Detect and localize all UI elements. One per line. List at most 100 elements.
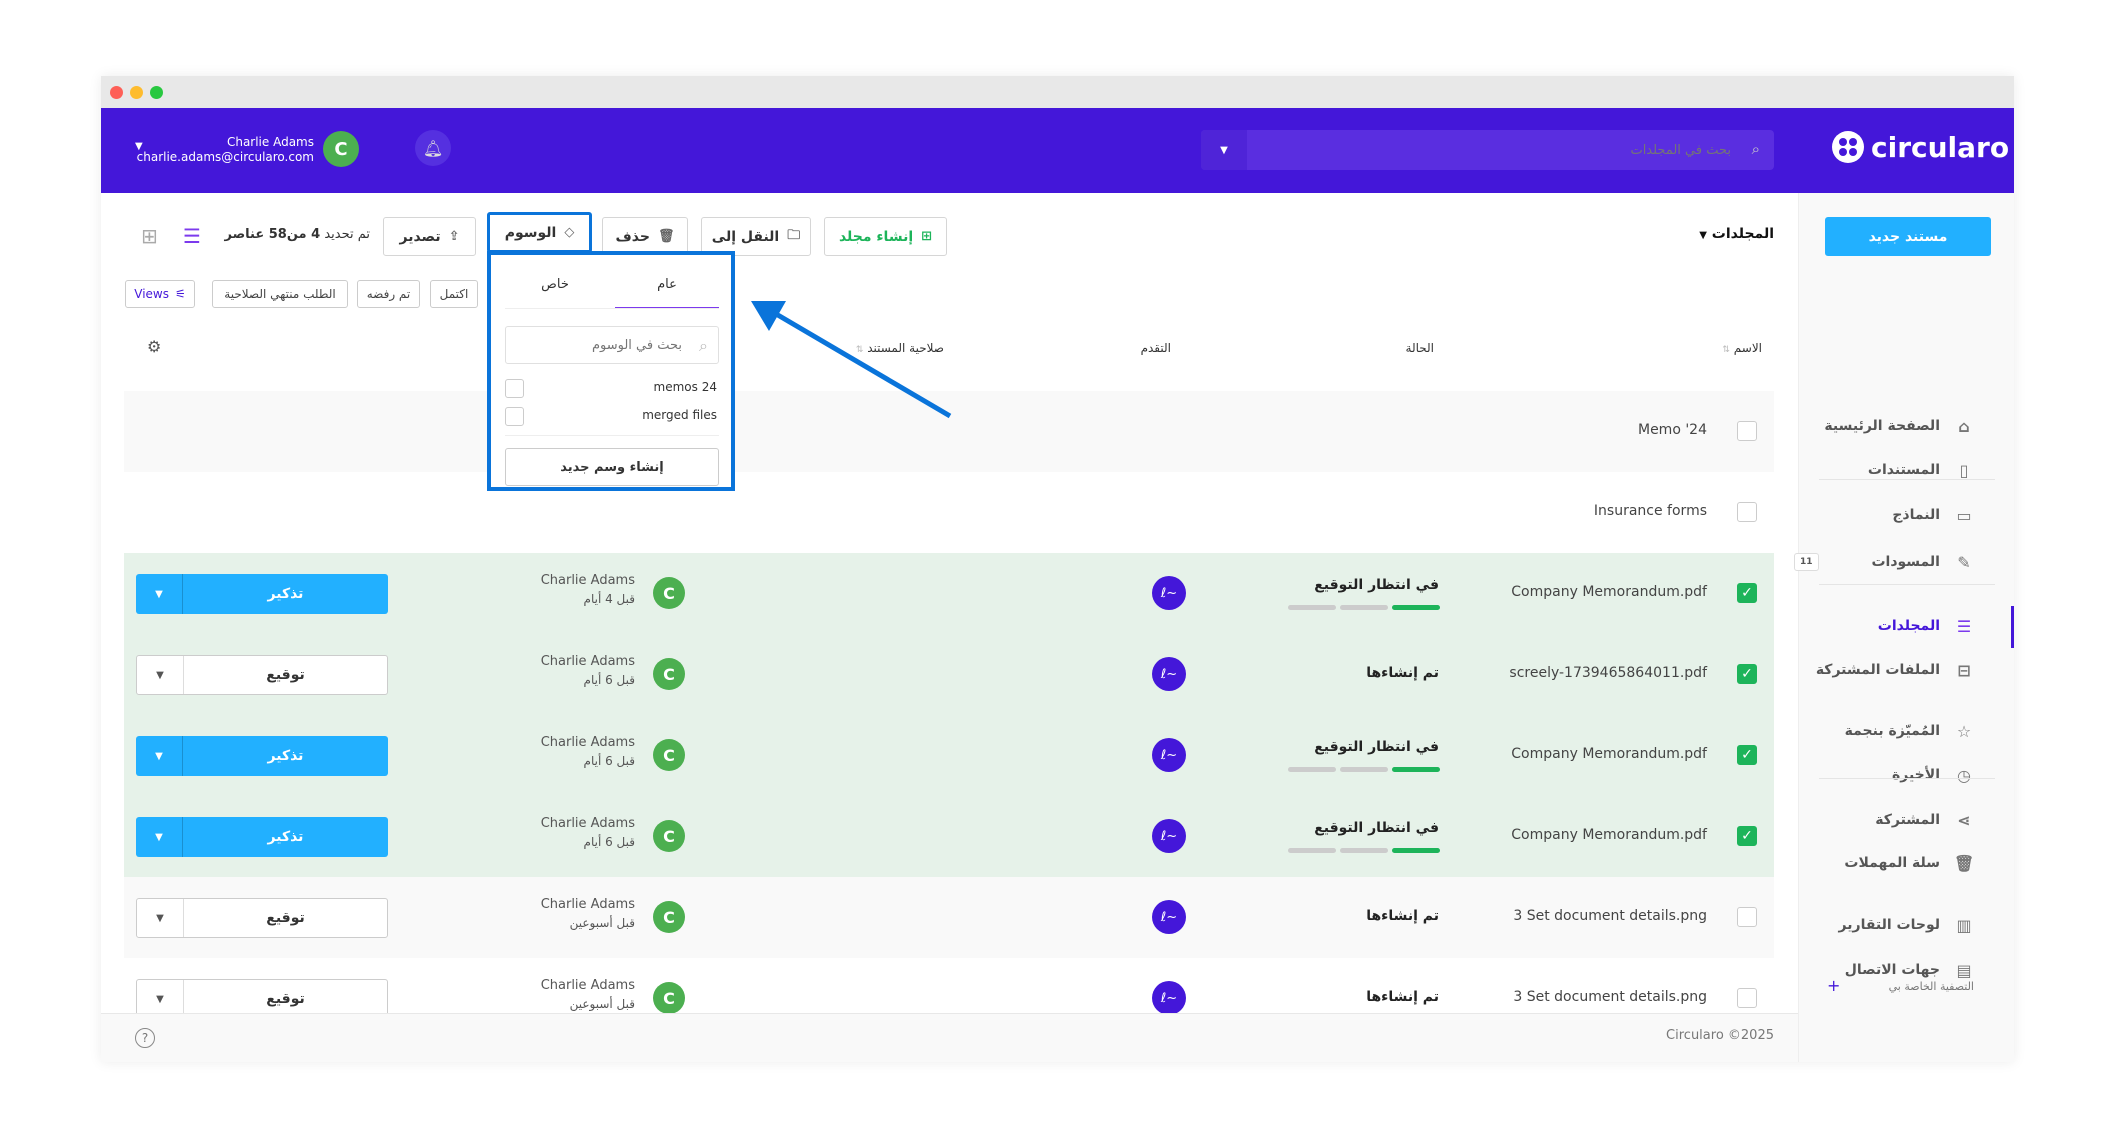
move-to-button[interactable]: 🗀 النقل إلى	[701, 217, 811, 256]
list-view-icon[interactable]: ☰	[183, 224, 201, 248]
column-expiry[interactable]: صلاحية المستند ⇅	[856, 341, 944, 355]
row-action-button[interactable]: ▼ تذكير	[136, 817, 388, 857]
tag-checkbox[interactable]	[505, 407, 524, 426]
row-action-button[interactable]: ▼ توقيع	[136, 979, 388, 1019]
sort-icon[interactable]: ⇅	[1722, 345, 1730, 355]
user-avatar[interactable]: C	[323, 131, 359, 167]
signature-icon[interactable]: ℓ~	[1152, 657, 1186, 691]
tab-public[interactable]: عام	[657, 277, 677, 292]
search-scope-dropdown[interactable]: ▼	[1201, 130, 1247, 170]
row-checkbox[interactable]: ✓	[1737, 583, 1757, 603]
delete-button[interactable]: 🗑︎ حذف	[602, 217, 688, 256]
action-label[interactable]: تذكير	[267, 586, 304, 602]
column-settings-gear-icon[interactable]: ⚙	[147, 337, 162, 356]
filter-completed[interactable]: اكتمل	[430, 280, 478, 308]
folder-name[interactable]: Memo '24	[1637, 422, 1707, 438]
signature-icon[interactable]: ℓ~	[1152, 819, 1186, 853]
tag-item[interactable]: memos 24	[653, 380, 717, 394]
tab-private[interactable]: خاص	[541, 277, 569, 292]
sidebar-item-11[interactable]: جهات الاتصال ▤	[1804, 955, 1974, 985]
user-menu-chevron-icon[interactable]: ▼	[135, 141, 143, 152]
action-dropdown-chevron-icon[interactable]: ▼	[136, 574, 183, 614]
sidebar-item-4[interactable]: المجلدات ☰	[1804, 611, 1974, 641]
search-box[interactable]: ▼ ⌕	[1201, 130, 1774, 170]
sidebar-item-1[interactable]: المستندات ▯	[1804, 455, 1974, 485]
row-action-button[interactable]: ▼ تذكير	[136, 574, 388, 614]
views-button[interactable]: Views ⚟	[125, 280, 195, 308]
action-label[interactable]: توقيع	[266, 991, 305, 1007]
row-checkbox[interactable]: ✓	[1737, 745, 1757, 765]
table-row[interactable]: ✓ Company Memorandum.pdf في انتظار التوق…	[124, 796, 1774, 877]
minimize-window-button[interactable]	[130, 86, 143, 99]
row-checkbox[interactable]	[1737, 988, 1757, 1008]
tag-search-input[interactable]	[512, 327, 682, 363]
sidebar-item-7[interactable]: الأخيرة ◷	[1804, 760, 1974, 790]
sidebar-item-2[interactable]: النماذج ▭	[1804, 500, 1974, 530]
column-name[interactable]: الاسم ⇅	[1722, 341, 1762, 355]
sidebar-item-10[interactable]: لوحات التقارير ▥	[1804, 910, 1974, 940]
sidebar-item-6[interactable]: المُميّزة بنجمة ☆	[1804, 716, 1974, 746]
breadcrumb[interactable]: المجلدات ▼	[1699, 226, 1774, 242]
user-avatar: C	[653, 739, 685, 771]
sort-icon[interactable]: ⇅	[855, 345, 864, 355]
bell-icon[interactable]: 🔔︎	[415, 130, 451, 166]
tag-search-box[interactable]: ⌕	[505, 326, 719, 364]
filter-expired[interactable]: الطلب منتهي الصلاحية	[212, 280, 348, 308]
row-action-button[interactable]: ▼ تذكير	[136, 736, 388, 776]
action-dropdown-chevron-icon[interactable]: ▼	[137, 980, 184, 1018]
folder-name[interactable]: Insurance forms	[1593, 503, 1707, 519]
document-name[interactable]: Company Memorandum.pdf	[1511, 584, 1707, 600]
action-label[interactable]: توقيع	[266, 667, 305, 683]
document-name[interactable]: Company Memorandum.pdf	[1511, 827, 1707, 843]
tags-button[interactable]: ◇ الوسوم	[487, 212, 592, 253]
signature-icon[interactable]: ℓ~	[1152, 981, 1186, 1015]
new-document-button[interactable]: مستند جديد	[1825, 217, 1991, 256]
folder-row[interactable]: Memo '24	[124, 391, 1774, 472]
signature-icon[interactable]: ℓ~	[1152, 576, 1186, 610]
action-dropdown-chevron-icon[interactable]: ▼	[137, 656, 184, 694]
action-dropdown-chevron-icon[interactable]: ▼	[137, 899, 184, 937]
row-checkbox[interactable]: ✓	[1737, 664, 1757, 684]
filter-rejected[interactable]: تم رفضه	[357, 280, 420, 308]
create-tag-button[interactable]: إنشاء وسم جديد	[505, 448, 719, 486]
maximize-window-button[interactable]	[150, 86, 163, 99]
add-filter-plus-icon[interactable]: +	[1827, 976, 1841, 995]
action-label[interactable]: توقيع	[266, 910, 305, 926]
sidebar-item-9[interactable]: سلة المهملات 🗑︎	[1804, 848, 1974, 878]
tag-checkbox[interactable]	[505, 379, 524, 398]
signature-icon[interactable]: ℓ~	[1152, 738, 1186, 772]
action-label[interactable]: تذكير	[267, 829, 304, 845]
row-action-button[interactable]: ▼ توقيع	[136, 655, 388, 695]
row-action-button[interactable]: ▼ توقيع	[136, 898, 388, 938]
document-name[interactable]: Company Memorandum.pdf	[1511, 746, 1707, 762]
row-checkbox[interactable]: ✓	[1737, 826, 1757, 846]
action-dropdown-chevron-icon[interactable]: ▼	[136, 817, 183, 857]
table-row[interactable]: ✓ screely-1739465864011.pdf تم إنشاءها ℓ…	[124, 634, 1774, 715]
export-button[interactable]: ⇪ تصدير	[383, 217, 476, 256]
create-folder-button[interactable]: ⊞ إنشاء مجلد	[824, 217, 947, 256]
sidebar-item-5[interactable]: الملفات المشتركة ⊟	[1804, 655, 1974, 685]
row-checkbox[interactable]	[1737, 502, 1757, 522]
help-icon[interactable]: ?	[135, 1028, 155, 1048]
document-name[interactable]: 3 Set document details.png	[1513, 908, 1707, 924]
action-dropdown-chevron-icon[interactable]: ▼	[136, 736, 183, 776]
signature-icon[interactable]: ℓ~	[1152, 900, 1186, 934]
sidebar-item-8[interactable]: المشتركة ⋖	[1804, 805, 1974, 835]
row-checkbox[interactable]	[1737, 907, 1757, 927]
sidebar-item-0[interactable]: الصفحة الرئيسية ⌂	[1804, 411, 1974, 441]
table-row[interactable]: ✓ Company Memorandum.pdf في انتظار التوق…	[124, 553, 1774, 634]
table-row[interactable]: ✓ Company Memorandum.pdf في انتظار التوق…	[124, 715, 1774, 796]
action-label[interactable]: تذكير	[267, 748, 304, 764]
grid-view-icon[interactable]: ⊞	[141, 224, 158, 248]
document-name[interactable]: screely-1739465864011.pdf	[1509, 665, 1707, 681]
row-checkbox[interactable]	[1737, 421, 1757, 441]
table-row[interactable]: 3 Set document details.png تم إنشاءها ℓ~…	[124, 877, 1774, 958]
document-name[interactable]: 3 Set document details.png	[1513, 989, 1707, 1005]
logo[interactable]: circularo	[1831, 130, 2009, 164]
close-window-button[interactable]	[110, 86, 123, 99]
tag-item[interactable]: merged files	[642, 408, 717, 422]
sidebar-item-3[interactable]: 11 المسودات ✎	[1794, 547, 1974, 577]
user-menu[interactable]: Charlie Adams charlie.adams@circularo.co…	[137, 135, 314, 165]
folder-row[interactable]: Insurance forms	[124, 472, 1774, 553]
search-input[interactable]	[1251, 130, 1731, 170]
